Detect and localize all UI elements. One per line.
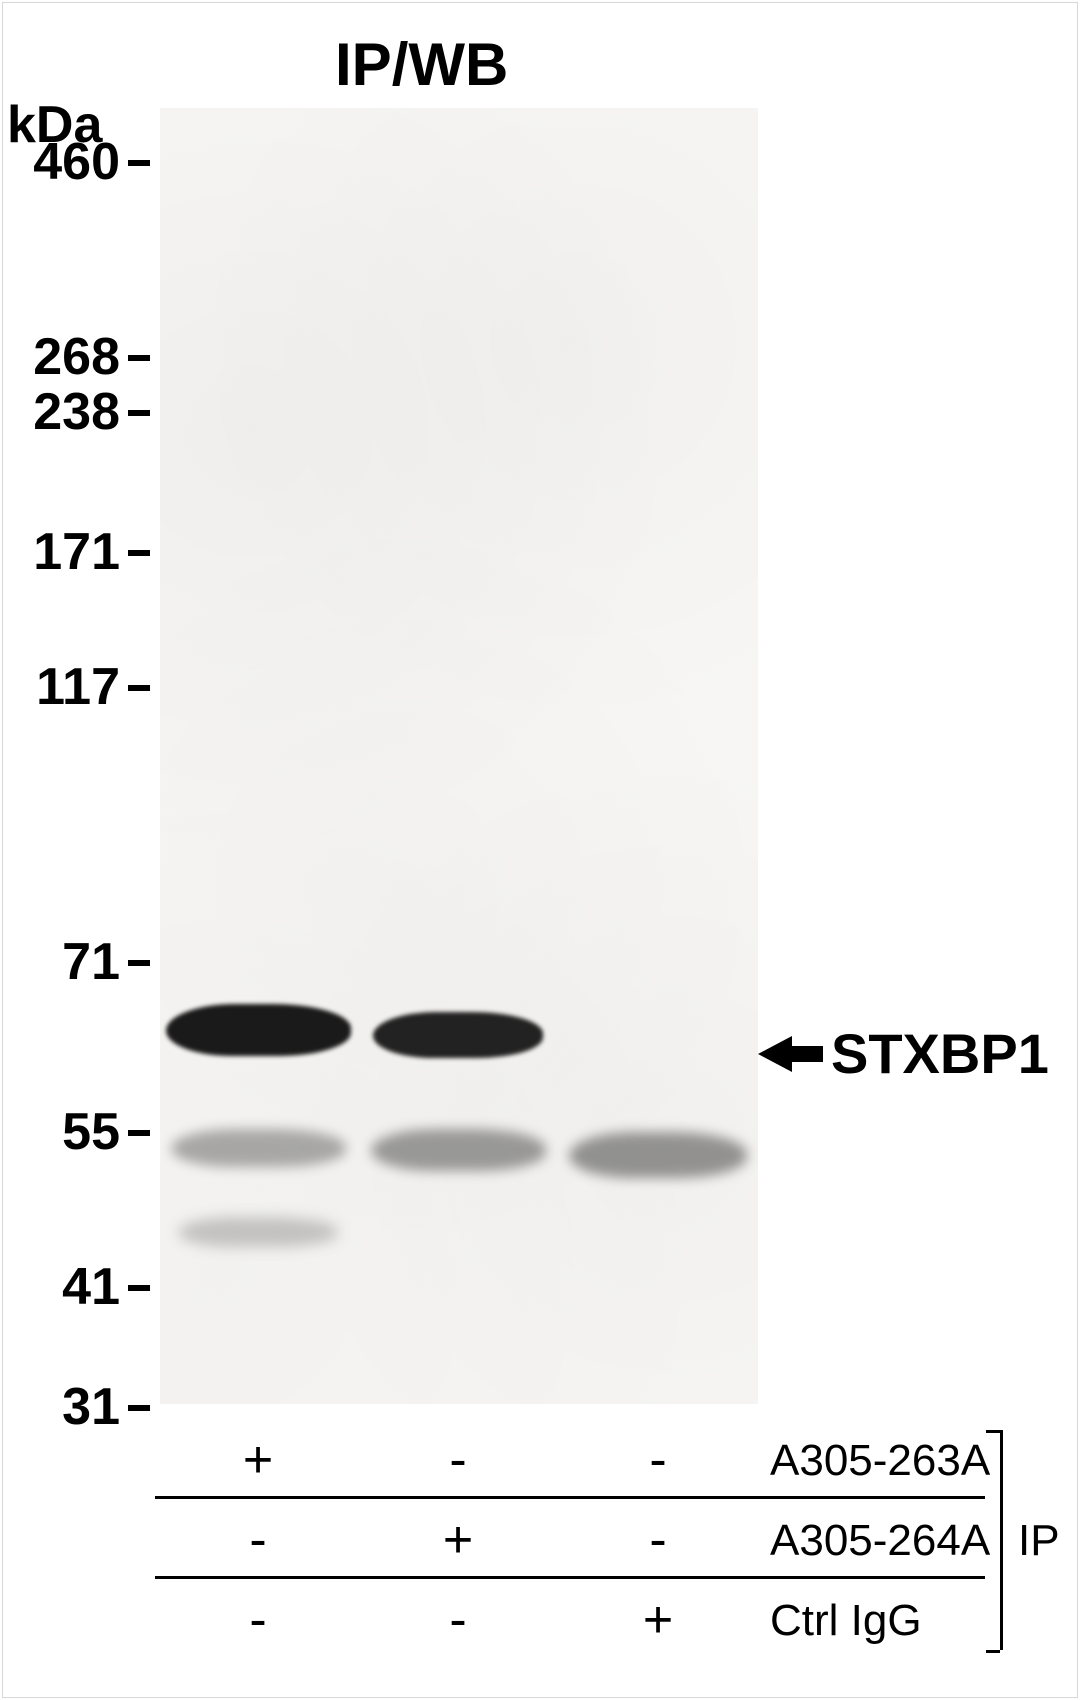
mw-marker-label: 71 bbox=[0, 932, 120, 992]
ip-cell: + bbox=[368, 1510, 548, 1570]
target-protein-text: STXBP1 bbox=[831, 1021, 1049, 1086]
mw-marker-label: 31 bbox=[0, 1377, 120, 1437]
ip-cell: - bbox=[568, 1510, 748, 1570]
ip-cell: - bbox=[568, 1430, 748, 1490]
ip-bracket-label: IP bbox=[1018, 1516, 1060, 1566]
mw-marker-tick bbox=[128, 685, 150, 691]
band bbox=[569, 1132, 747, 1178]
mw-marker-label: 117 bbox=[0, 657, 120, 717]
mw-marker-label: 41 bbox=[0, 1257, 120, 1317]
ip-cell: - bbox=[168, 1510, 348, 1570]
ip-cell: - bbox=[368, 1430, 548, 1490]
ip-row-divider bbox=[155, 1496, 985, 1499]
ip-cell: + bbox=[168, 1430, 348, 1490]
ip-cell: - bbox=[368, 1590, 548, 1650]
blot-membrane bbox=[160, 108, 758, 1404]
mw-marker-label: 460 bbox=[0, 132, 120, 192]
mw-marker-label: 268 bbox=[0, 327, 120, 387]
mw-marker-tick bbox=[128, 1405, 150, 1411]
mw-marker-label: 55 bbox=[0, 1102, 120, 1162]
band bbox=[373, 1012, 543, 1058]
target-protein-label: STXBP1 bbox=[758, 1021, 1049, 1086]
mw-marker-label: 171 bbox=[0, 522, 120, 582]
mw-marker-tick bbox=[128, 1130, 150, 1136]
ip-bracket-bottom bbox=[986, 1650, 1000, 1653]
mw-marker-tick bbox=[128, 960, 150, 966]
ip-cell: - bbox=[168, 1590, 348, 1650]
band bbox=[178, 1217, 338, 1247]
mw-marker-tick bbox=[128, 160, 150, 166]
mw-marker-label: 238 bbox=[0, 382, 120, 442]
mw-marker-tick bbox=[128, 355, 150, 361]
band bbox=[371, 1129, 546, 1171]
figure-title: IP/WB bbox=[335, 30, 508, 99]
band bbox=[171, 1129, 346, 1167]
antibody-label: Ctrl IgG bbox=[770, 1596, 922, 1646]
ip-bracket-top bbox=[986, 1430, 1000, 1433]
arrow-left-icon bbox=[758, 1032, 823, 1076]
ip-cell: + bbox=[568, 1590, 748, 1650]
mw-marker-tick bbox=[128, 410, 150, 416]
antibody-label: A305-263A bbox=[770, 1436, 990, 1486]
ip-row-divider bbox=[155, 1576, 985, 1579]
blot-background-noise bbox=[160, 108, 758, 1404]
ipwb-figure: IP/WB kDa 46026823817111771554131 STXBP1… bbox=[0, 0, 1080, 1700]
mw-marker-tick bbox=[128, 1285, 150, 1291]
mw-marker-tick bbox=[128, 550, 150, 556]
band bbox=[166, 1004, 351, 1056]
ip-bracket-vertical bbox=[1000, 1430, 1003, 1650]
antibody-label: A305-264A bbox=[770, 1516, 990, 1566]
